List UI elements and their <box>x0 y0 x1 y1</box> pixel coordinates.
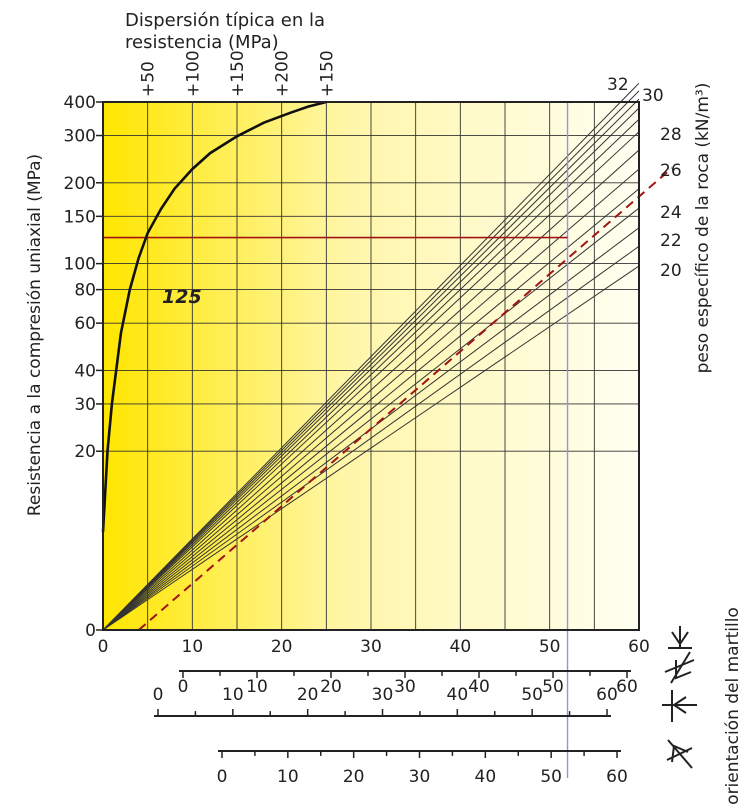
right-axis-title: peso específico de la roca (kN/m³) <box>693 83 713 374</box>
y-tick-label: 200 <box>64 174 96 194</box>
scale-tick-label: 20 <box>320 677 342 697</box>
density-label: 24 <box>660 203 682 223</box>
scale-tick-label: 50 <box>542 677 564 697</box>
x-tick-label: 60 <box>628 637 650 657</box>
dispersion-tick-label: +200 <box>273 50 293 97</box>
dispersion-tick-label: +50 <box>139 61 159 97</box>
y-tick-label: 20 <box>74 442 96 462</box>
scale-tick-label: 40 <box>475 767 497 787</box>
y-axis-title: Resistencia a la compresión uniaxial (MP… <box>25 154 45 516</box>
dispersion-tick-label: +150 <box>228 50 248 97</box>
hammer-orientation-title: orientación del martillo <box>723 607 743 805</box>
density-label: 32 <box>607 75 629 95</box>
scale-tick-label: 0 <box>153 685 164 705</box>
x-axis-ticks: 0 10 20 30 40 50 60 <box>98 637 650 657</box>
x-tick-label: 20 <box>271 637 293 657</box>
y-tick-label: 30 <box>74 395 96 415</box>
density-line <box>102 265 640 631</box>
density-line <box>102 207 640 631</box>
plot-frame <box>102 101 640 631</box>
scale-tick-label: 60 <box>606 767 628 787</box>
chart-title-line-1: Dispersión típica en la <box>125 10 325 31</box>
scale-tick-label: 30 <box>372 685 394 705</box>
density-line <box>102 118 640 631</box>
chart-title-line-2: resistencia (MPa) <box>125 32 279 53</box>
dispersion-ticks: +50 +100 +150 +200 +150 <box>139 50 338 97</box>
scale-tick-label: 20 <box>297 685 319 705</box>
x-tick-label: 10 <box>182 637 204 657</box>
x-tick-label: 0 <box>98 637 109 657</box>
x-tick-label: 50 <box>539 637 561 657</box>
strength-annotation: 125 <box>162 286 202 308</box>
x-tick-label: 40 <box>450 637 472 657</box>
scale-tick-label: 40 <box>468 677 490 697</box>
hammer-down-icon <box>668 626 692 649</box>
density-line <box>102 188 640 631</box>
density-line <box>102 245 640 631</box>
density-line <box>102 82 640 631</box>
scale-tick-label: 60 <box>616 677 638 697</box>
scale-tick-label: 50 <box>540 767 562 787</box>
scale-tick-label: 0 <box>178 677 189 697</box>
y-tick-label: 80 <box>74 281 96 301</box>
scale-tick-label: 30 <box>409 767 431 787</box>
hammer-horizontal-icon <box>662 690 697 722</box>
scale-tick-label: 40 <box>447 685 469 705</box>
hammer-orientation-icons <box>662 626 697 769</box>
reading-lines <box>103 102 673 778</box>
y-tick-label: 0 <box>85 621 96 641</box>
scale-tick-label: 20 <box>343 767 365 787</box>
x-tick-label: 30 <box>360 637 382 657</box>
density-lines <box>102 82 640 631</box>
dispersion-tick-label: +100 <box>183 50 203 97</box>
density-reading-line <box>138 167 673 631</box>
density-label: 28 <box>660 125 682 145</box>
scale-tick-label: 0 <box>217 767 228 787</box>
hammer-down-angled-icon <box>664 651 695 684</box>
scale-tick-label: 30 <box>394 677 416 697</box>
y-tick-label: 40 <box>74 361 96 381</box>
density-line <box>102 131 640 631</box>
density-line <box>102 107 640 631</box>
y-tick-label: 60 <box>74 314 96 334</box>
density-label: 22 <box>660 231 682 251</box>
grid <box>103 102 639 630</box>
scale-tick-label: 10 <box>277 767 299 787</box>
y-tick-label: 400 <box>64 93 96 113</box>
scale-tick-label: 10 <box>246 677 268 697</box>
dispersion-tick-label: +150 <box>317 50 337 97</box>
y-tick-label: 300 <box>64 127 96 147</box>
scale-tick-label: 60 <box>596 685 618 705</box>
dispersion-curve <box>101 100 327 533</box>
y-tick-label: 100 <box>64 255 96 275</box>
scale-tick-label: 10 <box>222 685 244 705</box>
scale-tick-label: 50 <box>521 685 543 705</box>
density-label: 26 <box>660 161 682 181</box>
extra-x-scales: 0 10 20 30 40 50 60 0 10 20 30 40 50 60 0 10 20 30 40 50 60 <box>153 670 638 787</box>
density-line <box>102 149 640 631</box>
density-labels: 20 22 24 26 28 30 32 <box>607 75 682 281</box>
density-line <box>102 98 640 631</box>
density-label: 30 <box>642 86 664 106</box>
density-line <box>102 168 640 631</box>
density-line <box>102 90 640 631</box>
y-tick-label: 150 <box>64 207 96 227</box>
y-axis-ticks: 0 20 30 40 60 80 100 150 200 300 400 <box>64 93 103 641</box>
hammer-up-angled-icon <box>666 739 693 769</box>
density-label: 20 <box>660 261 682 281</box>
